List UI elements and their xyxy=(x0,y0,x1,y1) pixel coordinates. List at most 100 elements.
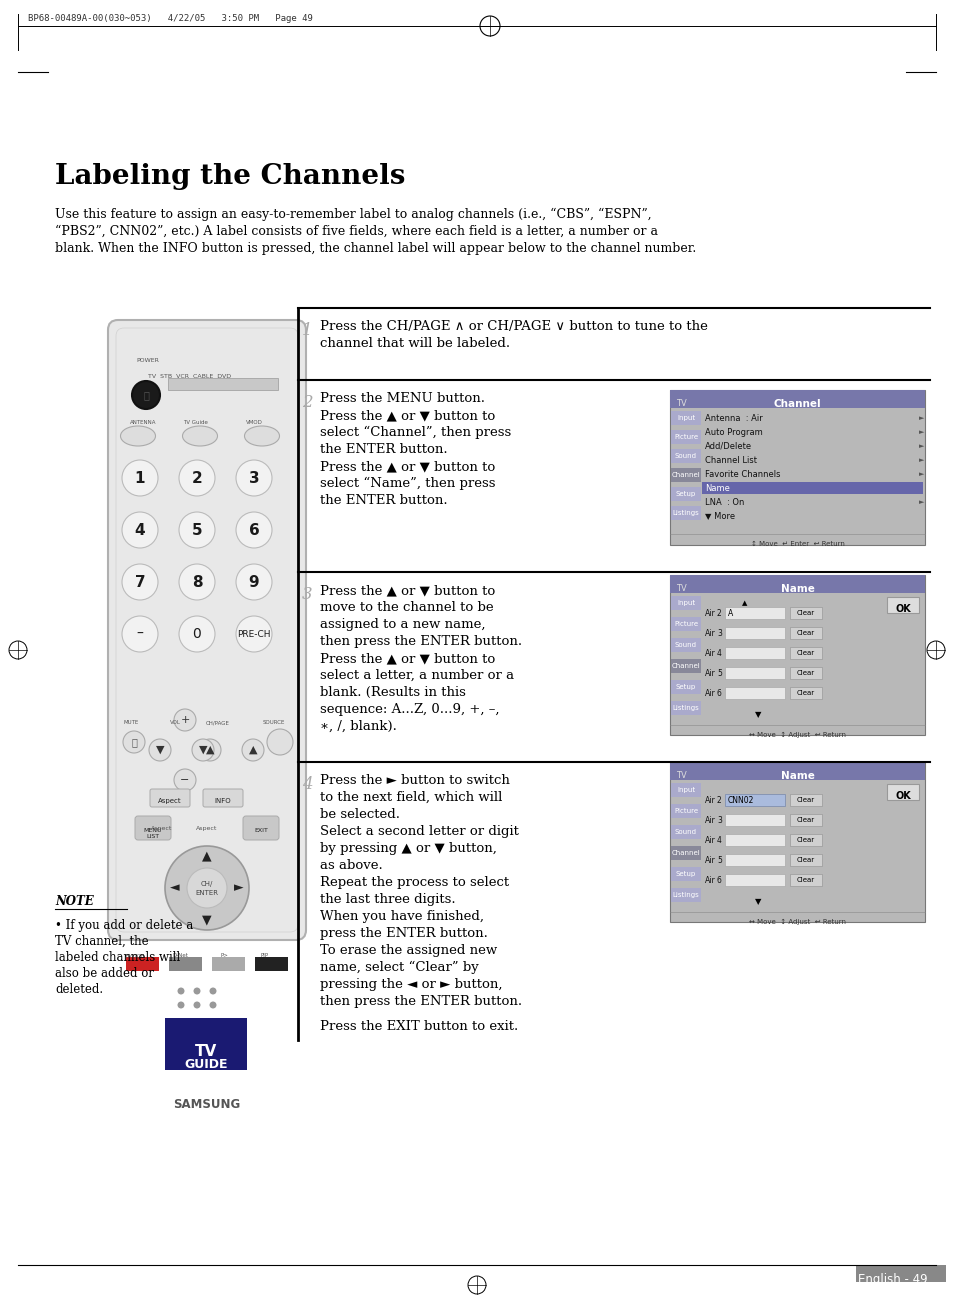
Text: ∗, /, blank).: ∗, /, blank). xyxy=(319,719,396,732)
Text: PIP: PIP xyxy=(261,954,269,958)
Bar xyxy=(670,783,700,798)
Text: 4: 4 xyxy=(134,523,145,537)
Text: “PBS2”, CNN02”, etc.) A label consists of five fields, where each field is a let: “PBS2”, CNN02”, etc.) A label consists o… xyxy=(55,225,658,238)
FancyBboxPatch shape xyxy=(108,320,306,941)
Text: the last three digits.: the last three digits. xyxy=(319,892,456,905)
Text: ►: ► xyxy=(918,471,923,477)
Text: +: + xyxy=(180,716,190,725)
Text: Channel List: Channel List xyxy=(704,455,757,464)
Bar xyxy=(254,958,288,971)
Bar xyxy=(670,825,700,839)
Circle shape xyxy=(123,731,145,753)
Bar xyxy=(855,1265,945,1281)
Text: Air: Air xyxy=(704,628,715,637)
Bar xyxy=(670,506,700,520)
Text: 1: 1 xyxy=(302,323,313,340)
Circle shape xyxy=(235,461,272,496)
Text: labeled channels will: labeled channels will xyxy=(55,951,180,964)
Text: ▼: ▼ xyxy=(155,745,164,755)
Bar xyxy=(669,390,924,409)
Text: by pressing ▲ or ▼ button,: by pressing ▲ or ▼ button, xyxy=(319,842,497,855)
Bar xyxy=(789,814,821,826)
Text: Channel: Channel xyxy=(671,664,700,669)
Text: Use this feature to assign an easy-to-remember label to analog channels (i.e., “: Use this feature to assign an easy-to-re… xyxy=(55,208,651,221)
Circle shape xyxy=(179,565,214,600)
Bar xyxy=(126,958,159,971)
Text: −: − xyxy=(180,775,190,785)
Bar xyxy=(670,596,700,610)
Bar xyxy=(789,647,821,660)
Text: ▼: ▼ xyxy=(202,913,212,926)
Text: pressing the ◄ or ► button,: pressing the ◄ or ► button, xyxy=(319,978,502,991)
Text: Aspect: Aspect xyxy=(152,826,172,830)
Text: Sound: Sound xyxy=(675,829,697,835)
Text: ENTER: ENTER xyxy=(195,890,218,896)
Text: 8: 8 xyxy=(192,575,202,589)
Text: Air: Air xyxy=(704,648,715,657)
Text: –: – xyxy=(136,627,143,641)
Text: ▼: ▼ xyxy=(754,710,760,719)
Text: ►: ► xyxy=(918,500,923,505)
Text: TV: TV xyxy=(676,399,686,409)
Text: Repeat the process to select: Repeat the process to select xyxy=(319,876,509,889)
Text: ►: ► xyxy=(918,457,923,463)
Text: select “Name”, then press: select “Name”, then press xyxy=(319,477,495,490)
Bar xyxy=(724,647,784,660)
Text: sequence: A...Z, 0...9, +, –,: sequence: A...Z, 0...9, +, –, xyxy=(319,703,499,716)
Circle shape xyxy=(132,381,160,409)
Text: CNN02: CNN02 xyxy=(727,795,754,804)
Circle shape xyxy=(235,565,272,600)
Text: Picture: Picture xyxy=(673,435,698,440)
Text: 4: 4 xyxy=(717,835,721,844)
Text: ANTENNA: ANTENNA xyxy=(130,420,156,425)
Bar xyxy=(212,958,245,971)
Text: 2: 2 xyxy=(302,394,313,411)
Bar xyxy=(886,785,918,800)
Text: blank. (Results in this: blank. (Results in this xyxy=(319,686,465,699)
Text: Clear: Clear xyxy=(796,837,814,843)
Text: D-Net: D-Net xyxy=(172,954,189,958)
Bar xyxy=(724,874,784,886)
Circle shape xyxy=(235,513,272,548)
Text: OK: OK xyxy=(894,791,910,801)
Circle shape xyxy=(242,739,264,761)
Bar xyxy=(669,762,924,781)
Circle shape xyxy=(192,739,213,761)
Text: • If you add or delete a: • If you add or delete a xyxy=(55,919,193,932)
FancyBboxPatch shape xyxy=(203,788,243,807)
Ellipse shape xyxy=(120,425,155,446)
Text: Sound: Sound xyxy=(675,453,697,459)
Text: SOURCE: SOURCE xyxy=(263,719,285,725)
Bar xyxy=(789,667,821,679)
Text: press the ENTER button.: press the ENTER button. xyxy=(319,928,487,941)
Text: as above.: as above. xyxy=(319,859,382,872)
Text: VOL: VOL xyxy=(170,719,181,725)
Circle shape xyxy=(210,1002,216,1008)
Bar xyxy=(789,627,821,639)
Text: ⏻: ⏻ xyxy=(143,390,149,399)
Text: ►: ► xyxy=(918,415,923,422)
Text: Picture: Picture xyxy=(673,808,698,814)
Circle shape xyxy=(187,868,227,908)
Circle shape xyxy=(267,729,293,755)
Text: A: A xyxy=(727,609,733,618)
Bar xyxy=(724,853,784,866)
Text: select a letter, a number or a: select a letter, a number or a xyxy=(319,669,514,682)
Text: 3: 3 xyxy=(249,471,259,485)
Text: Air: Air xyxy=(704,835,715,844)
Bar xyxy=(789,687,821,699)
Text: 0: 0 xyxy=(193,627,201,641)
Text: deleted.: deleted. xyxy=(55,984,103,997)
Text: also be added or: also be added or xyxy=(55,967,153,980)
Text: Air: Air xyxy=(704,669,715,678)
Bar xyxy=(789,874,821,886)
Text: Favorite Channels: Favorite Channels xyxy=(704,470,780,479)
Bar xyxy=(670,680,700,693)
Text: the ENTER button.: the ENTER button. xyxy=(319,494,447,507)
Text: ▲: ▲ xyxy=(249,745,257,755)
Circle shape xyxy=(179,615,214,652)
Text: Labeling the Channels: Labeling the Channels xyxy=(55,163,405,190)
Text: Setup: Setup xyxy=(675,684,696,690)
Text: Press the EXIT button to exit.: Press the EXIT button to exit. xyxy=(319,1020,517,1033)
Text: Clear: Clear xyxy=(796,798,814,803)
